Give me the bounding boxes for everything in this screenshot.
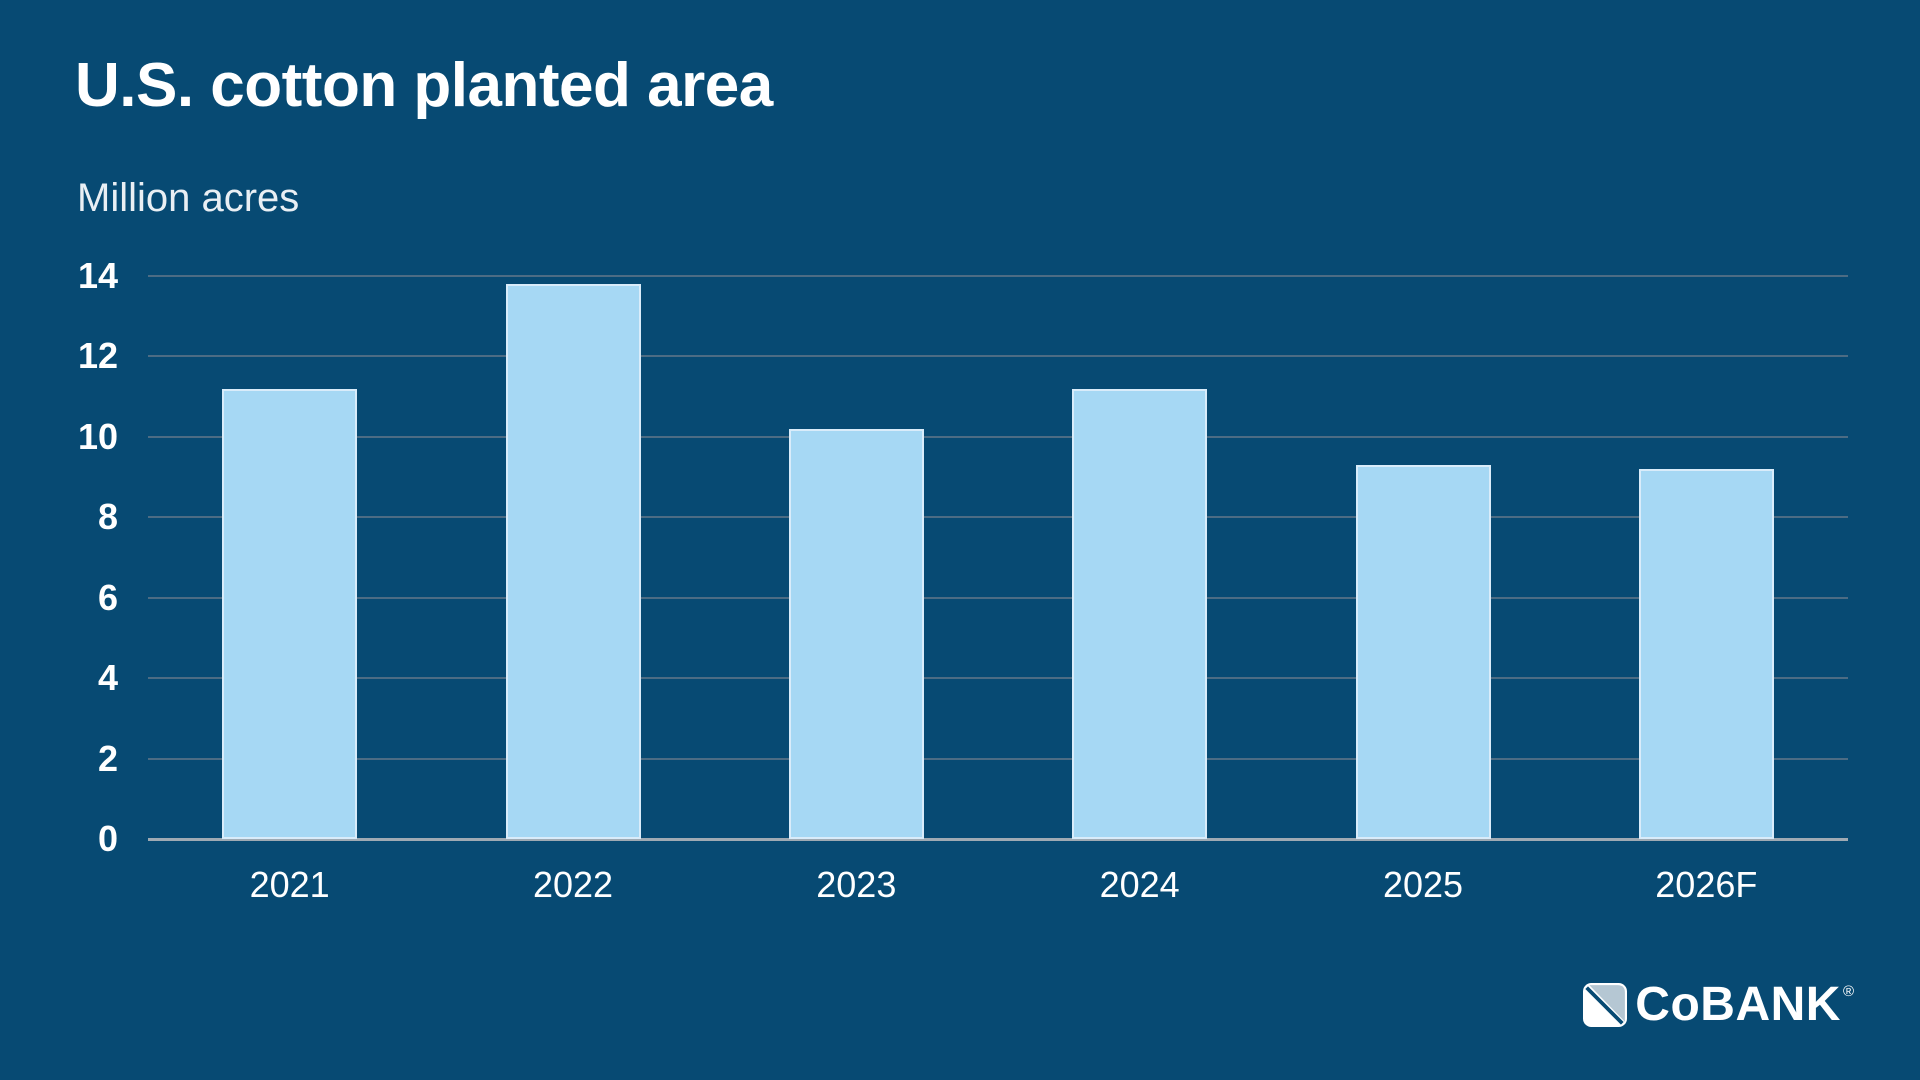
y-axis-tick-label: 12	[77, 335, 118, 377]
x-axis-baseline	[148, 838, 1848, 841]
gridline-y-14	[148, 275, 1848, 277]
x-axis-label-2025: 2025	[1382, 864, 1464, 905]
y-axis-tick-label: 8	[97, 496, 118, 538]
chart-title: U.S. cotton planted area	[75, 51, 773, 120]
gridline-y-4	[148, 677, 1848, 680]
cobank-logo-mark-icon	[1583, 983, 1628, 1027]
y-axis-tick-label: 0	[97, 818, 118, 859]
x-axis-label-2026f: 2026F	[1655, 864, 1758, 905]
registered-trademark-symbol: ®	[1842, 983, 1854, 1000]
x-axis-label-2021: 2021	[249, 864, 330, 905]
gridline-y-10	[148, 435, 1848, 438]
bar-2026f	[1638, 469, 1774, 839]
bar-2025	[1355, 465, 1491, 839]
y-axis-tick-label: 14	[77, 255, 118, 296]
x-axis-label-2023: 2023	[816, 864, 897, 905]
gridline-y-2	[148, 757, 1848, 760]
cobank-logo: CoBANK ®	[1583, 981, 1854, 1029]
bar-2023	[788, 428, 924, 839]
cobank-logo-text: CoBANK	[1635, 978, 1841, 1031]
chart-y-axis-unit-label: Million acres	[77, 176, 300, 220]
gridline-y-8	[148, 516, 1848, 519]
x-axis-label-2022: 2022	[532, 864, 614, 905]
bar-2022	[505, 284, 641, 839]
bar-2021	[222, 388, 358, 839]
y-axis-tick-label: 10	[77, 415, 118, 457]
bar-2024	[1072, 388, 1208, 839]
y-axis-tick-label: 4	[97, 657, 118, 699]
x-axis-label-2024: 2024	[1099, 864, 1180, 905]
y-axis-tick-label: 2	[97, 737, 118, 779]
y-axis-tick-label: 6	[97, 576, 118, 618]
gridline-y-6	[148, 596, 1848, 599]
gridline-y-12	[148, 355, 1848, 358]
